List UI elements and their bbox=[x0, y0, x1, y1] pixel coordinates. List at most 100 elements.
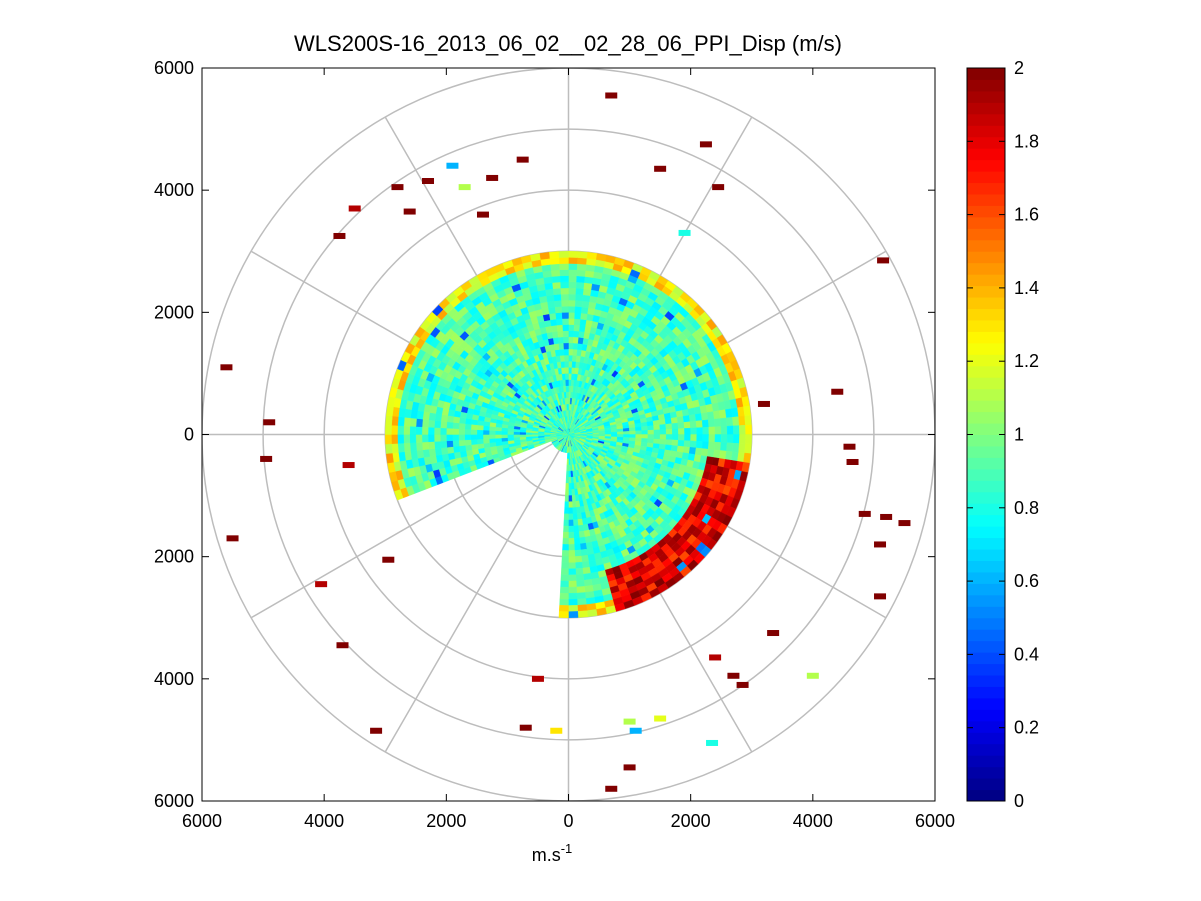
colorbar-tick-label: 1.8 bbox=[1014, 131, 1039, 151]
data-cell bbox=[739, 434, 746, 444]
colorbar-tick-label: 0.8 bbox=[1014, 498, 1039, 518]
data-cell bbox=[568, 550, 576, 557]
data-cell bbox=[563, 525, 569, 533]
colorbar-swatch bbox=[967, 789, 1005, 802]
data-cell bbox=[440, 414, 449, 422]
outlier-cell bbox=[516, 156, 529, 163]
data-cell bbox=[560, 568, 569, 576]
data-cell bbox=[582, 294, 591, 302]
data-cell bbox=[726, 442, 734, 452]
data-cell bbox=[545, 288, 555, 296]
data-cell bbox=[664, 418, 672, 425]
data-cell bbox=[604, 432, 612, 435]
data-cell bbox=[452, 440, 460, 447]
colorbar-swatch bbox=[967, 491, 1005, 504]
data-cell bbox=[397, 442, 405, 453]
outlier-cell bbox=[476, 211, 489, 218]
colorbar-swatch bbox=[967, 136, 1005, 149]
data-cell bbox=[440, 434, 447, 442]
colorbar-swatch bbox=[967, 514, 1005, 527]
data-cell bbox=[464, 434, 472, 441]
data-cell bbox=[577, 610, 588, 618]
data-cell bbox=[440, 447, 449, 455]
colorbar-swatch bbox=[967, 331, 1005, 344]
colorbar-tick-label: 1 bbox=[1014, 425, 1024, 445]
data-cell bbox=[562, 537, 569, 545]
data-cell bbox=[581, 306, 589, 315]
data-cell bbox=[566, 458, 569, 466]
data-cell bbox=[446, 434, 453, 442]
data-cell bbox=[671, 434, 679, 441]
data-cell bbox=[403, 434, 411, 444]
colorbar-swatch bbox=[967, 652, 1005, 665]
data-cell bbox=[561, 373, 566, 381]
data-cell bbox=[566, 464, 569, 472]
data-cell bbox=[592, 432, 600, 435]
data-cell bbox=[458, 439, 466, 447]
outlier-cell bbox=[226, 535, 239, 542]
data-cell bbox=[665, 423, 673, 430]
data-cell bbox=[635, 430, 643, 435]
outlier-cell bbox=[550, 727, 563, 734]
chart-title: WLS200S-16_2013_06_02__02_28_06_PPI_Disp… bbox=[294, 31, 842, 56]
data-cell bbox=[552, 337, 560, 345]
data-cell bbox=[577, 518, 584, 526]
outlier-cell bbox=[727, 672, 740, 679]
data-cell bbox=[568, 330, 575, 338]
data-cell bbox=[683, 440, 691, 448]
data-cell bbox=[501, 434, 508, 439]
data-cell bbox=[688, 447, 697, 455]
data-cell bbox=[561, 550, 569, 557]
data-cell bbox=[568, 519, 574, 527]
data-cell bbox=[732, 442, 740, 453]
colorbar-swatch bbox=[967, 377, 1005, 390]
colorbar-tick-label: 0.4 bbox=[1014, 644, 1039, 664]
colorbar: 0 0.2 0.4 0.6 0.8 1 1.2 1.4 1.6 1.8 2 bbox=[967, 58, 1039, 811]
data-cell bbox=[470, 429, 478, 435]
data-cell bbox=[641, 434, 649, 439]
data-cell bbox=[557, 330, 564, 338]
colorbar-swatch bbox=[967, 537, 1005, 550]
data-cell bbox=[726, 434, 734, 444]
data-cell bbox=[576, 263, 587, 271]
outlier-cell bbox=[806, 672, 819, 679]
outlier-cell bbox=[874, 541, 887, 548]
data-cell bbox=[563, 342, 569, 350]
data-cell bbox=[561, 367, 566, 374]
data-cell bbox=[659, 434, 667, 440]
data-cell bbox=[581, 554, 589, 563]
data-cell bbox=[574, 306, 583, 314]
data-cell bbox=[623, 434, 630, 438]
data-cell bbox=[409, 442, 417, 452]
data-cell bbox=[561, 562, 569, 570]
data-cell bbox=[720, 425, 728, 435]
data-cell bbox=[572, 513, 578, 521]
data-cell bbox=[558, 336, 564, 344]
data-cell bbox=[477, 443, 485, 450]
data-cell bbox=[537, 434, 545, 437]
data-cell bbox=[647, 434, 655, 440]
data-cell bbox=[476, 434, 484, 440]
data-cell bbox=[553, 343, 560, 351]
data-cell bbox=[738, 443, 746, 454]
data-cell bbox=[403, 417, 411, 427]
data-cell bbox=[568, 574, 577, 582]
data-cell bbox=[568, 470, 571, 478]
data-cell bbox=[464, 423, 472, 430]
data-cell bbox=[566, 391, 569, 399]
data-cell bbox=[564, 495, 569, 502]
data-cell bbox=[397, 425, 405, 435]
outlier-cell bbox=[654, 715, 667, 722]
data-cell bbox=[452, 445, 461, 453]
data-cell bbox=[421, 418, 429, 428]
data-cell bbox=[488, 430, 496, 435]
data-cell bbox=[552, 287, 562, 295]
data-cell bbox=[391, 415, 399, 426]
colorbar-swatch bbox=[967, 629, 1005, 642]
outlier-cell bbox=[342, 462, 355, 469]
colorbar-swatch bbox=[967, 606, 1005, 619]
data-cell bbox=[559, 598, 569, 606]
colorbar-swatch bbox=[967, 468, 1005, 481]
colorbar-swatch bbox=[967, 675, 1005, 687]
data-cell bbox=[726, 425, 734, 435]
